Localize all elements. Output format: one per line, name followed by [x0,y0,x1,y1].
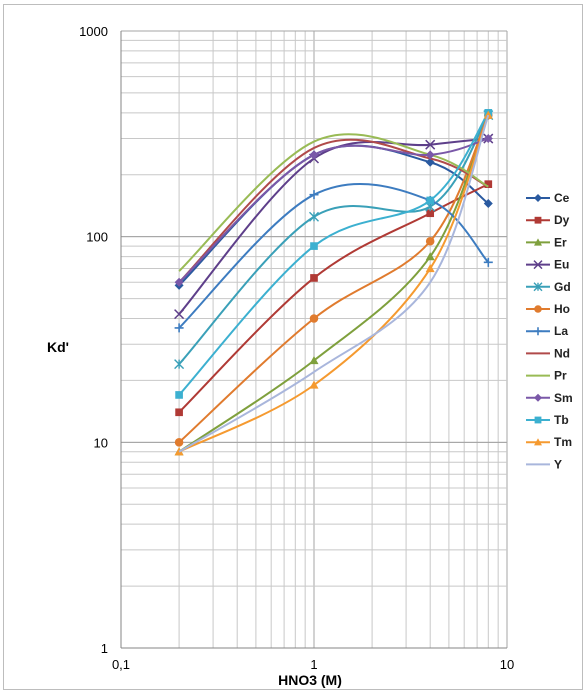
x-tick-label: 10 [500,657,514,672]
legend-item-y: Y [526,457,562,471]
data-point-tb [310,242,318,250]
legend-marker [533,260,543,270]
series-line-sm [178,137,489,284]
data-point-tb [426,196,435,205]
data-point-eu [174,309,185,320]
series-dy [175,180,493,417]
legend-item-la: La [526,324,568,338]
legend-label: Nd [554,346,570,360]
data-point-er [425,252,435,261]
legend-label: Dy [554,213,570,227]
legend-marker [533,282,543,292]
legend-label: Y [554,457,562,471]
legend-item-pr: Pr [526,369,567,383]
x-axis-title: HNO3 (M) [278,672,342,688]
legend-label: Eu [554,258,569,272]
series-line-tb [178,112,490,396]
legend-item-tb: Tb [526,413,569,427]
data-point-sm [309,150,319,160]
legend-item-ho: Ho [526,302,570,316]
legend-label: Ce [554,191,570,205]
y-tick-label: 1000 [79,24,108,39]
legend-marker [534,327,542,336]
legend-label: Er [554,235,567,249]
legend: Ce Dy Er Eu Gd Ho La Nd Pr Sm Tb Tm Y [526,191,573,471]
legend-label: Pr [554,369,567,383]
chart-svg: 0,1 1 10 1 10 100 1000 Ce Dy Er Eu Gd Ho La Nd Pr Sm Tb T… [47,24,573,688]
legend-label: La [554,324,568,338]
data-point-dy [426,209,435,218]
data-point-dy [175,408,183,417]
series-layer [174,109,494,456]
data-point-dy [310,274,318,282]
legend-item-eu: Eu [526,258,569,272]
data-point-tb [175,391,183,399]
series-y [178,114,490,453]
data-point-ho [425,236,435,246]
data-point-gd [309,211,319,222]
data-point-ho [174,438,184,447]
legend-marker [534,194,542,202]
data-point-tm [309,380,319,389]
chart-frame: 0,1 1 10 1 10 100 1000 Ce Dy Er Eu Gd Ho La Nd Pr Sm Tb T… [3,4,583,690]
legend-marker [534,438,542,446]
series-sm [174,134,493,287]
legend-item-gd: Gd [526,280,571,294]
series-line-la [178,182,490,329]
data-point-gd [174,359,185,370]
legend-marker [534,393,542,402]
y-axis-title: Kd' [47,339,69,355]
series-line-y [178,114,490,453]
series-pr [178,133,489,272]
y-tick-label: 100 [86,230,108,245]
x-tick-label: 1 [310,657,317,672]
legend-item-nd: Nd [526,346,570,360]
data-point-la [483,257,493,267]
legend-item-tm: Tm [526,435,572,449]
legend-marker [534,305,542,313]
data-point-eu [425,139,436,150]
legend-label: Gd [554,280,571,294]
grid-layer [120,30,508,649]
legend-label: Tm [554,435,572,449]
legend-label: Tb [554,413,569,427]
data-point-la [309,190,319,200]
legend-item-ce: Ce [526,191,570,205]
x-tick-label: 0,1 [112,657,130,672]
legend-item-dy: Dy [526,213,570,227]
series-line-ho [178,114,490,444]
data-point-tm [483,110,493,119]
data-point-la [174,323,184,333]
data-point-ho [309,314,319,323]
data-point-sm [174,277,184,287]
legend-item-er: Er [526,235,567,249]
data-point-ce [483,198,493,208]
series-line-pr [178,133,489,272]
axis-layer: 0,1 1 10 1 10 100 1000 [79,24,514,672]
data-point-dy [484,180,493,188]
data-point-er [309,355,319,365]
legend-marker [534,416,542,424]
data-point-sm [425,150,435,160]
series-line-dy [178,183,489,413]
data-point-sm [483,134,493,144]
legend-marker [534,238,542,246]
series-line-er [178,114,490,453]
legend-marker [534,216,542,224]
legend-item-sm: Sm [526,391,573,405]
legend-label: Ho [554,302,570,316]
data-point-tm [425,264,435,273]
y-tick-label: 1 [101,641,108,656]
y-tick-label: 10 [94,435,108,450]
legend-label: Sm [554,391,573,405]
